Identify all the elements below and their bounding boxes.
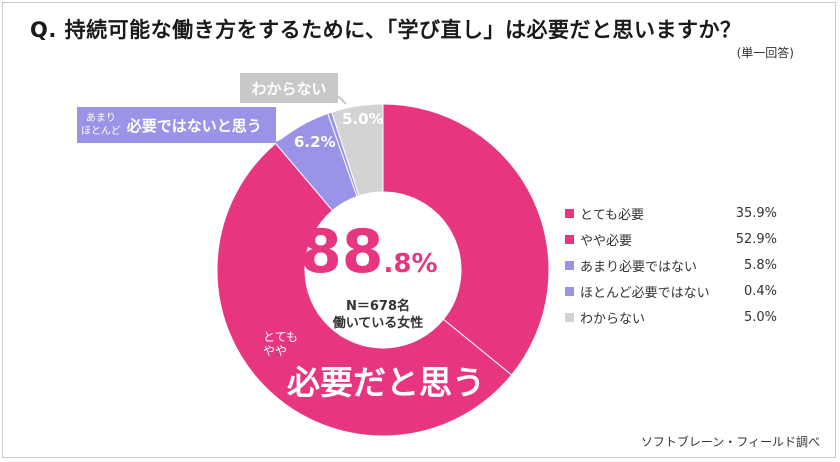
legend-item: あまり必要ではない 5.8%	[565, 252, 777, 278]
legend: とても必要 35.9% やや必要 52.9% あまり必要ではない 5.8% ほとんど必要では…	[565, 200, 777, 330]
legend-item: やや必要 52.9%	[565, 226, 777, 252]
legend-item: ほとんど必要ではない 0.4%	[565, 278, 777, 304]
legend-value: 35.9%	[735, 205, 777, 221]
need-total-dec: .8%	[383, 249, 438, 279]
need-label: 必要だと思う	[287, 363, 485, 402]
no-need-small-text: あまり ほとんど	[81, 112, 121, 138]
legend-item: わからない 5.0%	[565, 304, 777, 330]
slice-5	[331, 103, 384, 197]
no-need-label: 必要ではないと思う	[126, 116, 262, 135]
unknown-pct-label: 5.0%	[342, 110, 384, 128]
donut-slices	[216, 103, 550, 437]
answer-type-note: (単一回答)	[736, 46, 794, 60]
sample-size: N＝678名	[345, 299, 411, 314]
no-need-callout: あまり ほとんど 必要ではないと思う	[77, 107, 276, 143]
legend-label: とても必要	[580, 207, 644, 223]
no-need-small-line-1: あまり	[85, 113, 116, 124]
no-need-pct-label: 6.2%	[294, 133, 336, 151]
need-total-int: 88	[300, 217, 384, 287]
chart-title: Q. 持続可能な働き方をするために、「学び直し」は必要だと思いますか？	[30, 18, 742, 42]
no-need-small-line-2: ほとんど	[81, 126, 121, 137]
slice-1	[382, 103, 550, 376]
need-total: 88.8%	[300, 222, 438, 282]
legend-swatch	[565, 312, 574, 322]
unknown-leader-line	[337, 95, 347, 105]
legend-item: とても必要 35.9%	[565, 200, 777, 226]
legend-swatch	[565, 260, 574, 270]
legend-label: あまり必要ではない	[580, 259, 698, 275]
no-need-leader-line	[275, 135, 291, 144]
unknown-callout: わからない	[240, 73, 338, 103]
need-small-line-1: とても	[263, 330, 299, 344]
slice-2	[216, 142, 513, 437]
sample-desc: 働いている女性	[332, 316, 424, 331]
legend-value: 5.0%	[743, 309, 777, 325]
legend-swatch	[565, 234, 574, 244]
need-small-line-2: やや	[263, 344, 288, 358]
legend-label: わからない	[580, 311, 646, 327]
legend-label: ほとんど必要ではない	[580, 285, 710, 301]
sample-note: N＝678名 働いている女性	[318, 298, 438, 332]
need-small-text: とても やや	[263, 330, 298, 358]
legend-value: 0.4%	[743, 283, 777, 299]
legend-label: やや必要	[580, 233, 633, 249]
legend-value: 5.8%	[743, 257, 777, 273]
legend-value: 52.9%	[735, 231, 777, 247]
legend-swatch	[565, 208, 574, 218]
source-note: ソフトブレーン・フィールド調べ	[640, 435, 820, 449]
legend-swatch	[565, 286, 574, 296]
